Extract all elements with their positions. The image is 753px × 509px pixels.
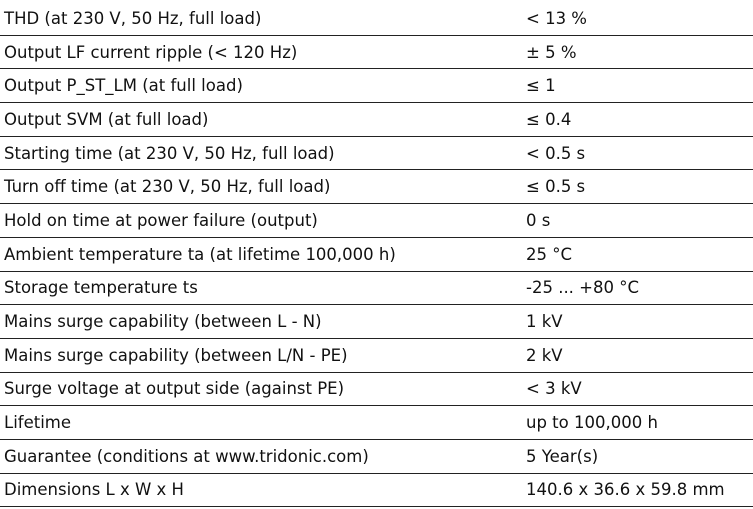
table-row: Lifetime up to 100,000 h [0, 406, 753, 440]
table-row: Guarantee (conditions at www.tridonic.co… [0, 440, 753, 474]
parameter-cell: Mains surge capability (between L/N - PE… [4, 345, 348, 365]
value-cell: up to 100,000 h [526, 413, 658, 433]
value-cell: 2 kV [526, 345, 563, 365]
parameter-cell: Output LF current ripple (< 120 Hz) [4, 42, 298, 62]
value-cell: ± 5 % [526, 42, 577, 62]
parameter-cell: Output P_ST_LM (at full load) [4, 76, 243, 96]
table-row: Storage temperature ts -25 ... +80 °C [0, 272, 753, 306]
value-cell: ≤ 1 [526, 76, 556, 96]
parameter-cell: Output SVM (at full load) [4, 109, 209, 129]
table-row: THD (at 230 V, 50 Hz, full load) < 13 % [0, 2, 753, 36]
table-row: Output SVM (at full load) ≤ 0.4 [0, 103, 753, 137]
value-cell: 140.6 x 36.6 x 59.8 mm [526, 480, 725, 500]
table-row: Hold on time at power failure (output) 0 … [0, 204, 753, 238]
table-row: Mains surge capability (between L - N) 1 … [0, 305, 753, 339]
table-row: Starting time (at 230 V, 50 Hz, full loa… [0, 137, 753, 171]
table-row: Ambient temperature ta (at lifetime 100,… [0, 238, 753, 272]
table-row: Mains surge capability (between L/N - PE… [0, 339, 753, 373]
parameter-cell: Dimensions L x W x H [4, 480, 184, 500]
value-cell: 1 kV [526, 312, 563, 332]
parameter-cell: Surge voltage at output side (against PE… [4, 379, 345, 399]
table-row: Turn off time (at 230 V, 50 Hz, full loa… [0, 170, 753, 205]
table-row: Dimensions L x W x H 140.6 x 36.6 x 59.8 … [0, 474, 753, 508]
parameter-cell: Mains surge capability (between L - N) [4, 312, 322, 332]
parameter-cell: THD (at 230 V, 50 Hz, full load) [4, 8, 262, 28]
table-row: Output P_ST_LM (at full load) ≤ 1 [0, 69, 753, 104]
value-cell: < 3 kV [526, 379, 582, 399]
value-cell: 5 Year(s) [526, 446, 599, 466]
value-cell: -25 ... +80 °C [526, 278, 640, 298]
table-row: Output LF current ripple (< 120 Hz) ± 5 % [0, 36, 753, 70]
parameter-cell: Starting time (at 230 V, 50 Hz, full loa… [4, 143, 335, 163]
parameter-cell: Turn off time (at 230 V, 50 Hz, full loa… [4, 177, 331, 197]
parameter-cell: Ambient temperature ta (at lifetime 100,… [4, 244, 396, 264]
value-cell: ≤ 0.5 s [526, 177, 586, 197]
parameter-cell: Storage temperature ts [4, 278, 198, 298]
parameter-cell: Guarantee (conditions at www.tridonic.co… [4, 446, 369, 466]
table-row: Surge voltage at output side (against PE… [0, 373, 753, 407]
value-cell: 0 s [526, 210, 551, 230]
value-cell: < 13 % [526, 8, 587, 28]
parameter-cell: Lifetime [4, 413, 72, 433]
value-cell: < 0.5 s [526, 143, 586, 163]
parameter-cell: Hold on time at power failure (output) [4, 210, 318, 230]
value-cell: 25 °C [526, 244, 573, 264]
value-cell: ≤ 0.4 [526, 109, 572, 129]
